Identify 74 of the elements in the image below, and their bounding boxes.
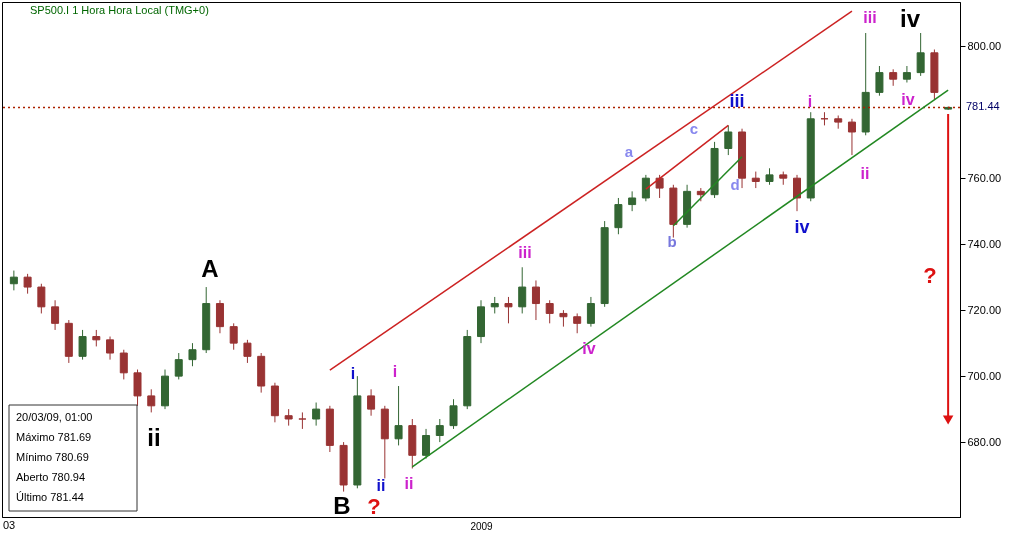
candlestick: [724, 124, 733, 156]
candlestick: [37, 283, 46, 314]
annotation: iii: [518, 244, 532, 261]
candlestick: [586, 296, 595, 328]
candlestick: [243, 339, 252, 364]
candlestick: [655, 174, 664, 199]
y-tick-label: 720.00: [967, 303, 1002, 316]
candlestick: [422, 428, 431, 460]
candlestick: [902, 65, 911, 83]
annotation: Aberto 780.94: [16, 471, 86, 483]
candlestick: [188, 342, 197, 367]
annotation: ?: [367, 494, 381, 519]
annotation: A: [201, 255, 219, 282]
candlestick: [847, 118, 856, 156]
candlestick: [367, 388, 376, 417]
annotation: c: [689, 120, 699, 137]
candlestick: [9, 270, 18, 291]
candlestick: [545, 299, 554, 324]
candlestick: [312, 402, 321, 427]
annotation: Máximo 781.69: [16, 431, 92, 443]
candlestick: [78, 329, 87, 361]
annotation: Mínimo 780.69: [16, 451, 89, 463]
candlestick: [614, 197, 623, 235]
y-tick-label: 740.00: [967, 237, 1002, 250]
annotation: a: [624, 143, 634, 160]
candlestick: [573, 312, 582, 334]
y-tick-label: 800.00: [967, 39, 1002, 52]
text: 03: [3, 519, 16, 531]
candlestick: [298, 411, 307, 430]
annotation: b: [667, 233, 677, 250]
candlestick: [793, 174, 801, 212]
y-tick-label: 760.00: [967, 171, 1002, 184]
candlestick: [449, 398, 458, 430]
candlestick: [133, 369, 142, 407]
annotation: ?: [923, 263, 937, 288]
annotation: iii: [863, 9, 877, 26]
annotation: i: [392, 363, 398, 380]
candlestick: [875, 65, 884, 97]
candlestick: [119, 349, 128, 380]
annotation: d: [730, 176, 740, 193]
ref-line-label: 781.44: [966, 100, 1000, 113]
annotation: iv: [794, 217, 810, 237]
candlestick: [531, 279, 540, 321]
annotation: iv: [899, 5, 921, 32]
candlestick: [51, 299, 60, 331]
annotation: ii: [147, 424, 161, 451]
candlestick: [435, 418, 444, 443]
candlestick: [147, 388, 156, 413]
annotation: ii: [376, 477, 386, 494]
candlestick: [23, 273, 32, 295]
annotation: B: [333, 492, 351, 519]
annotation: i: [807, 93, 813, 110]
candlestick: [641, 174, 650, 202]
candlestick: [215, 299, 224, 334]
chart-title: SP500.I 1 Hora Hora Local (TMG+0): [30, 4, 209, 16]
candlestick: [916, 32, 925, 77]
annotation: iii: [729, 91, 745, 111]
candlestick: [229, 322, 238, 351]
annotation: Último 781.44: [16, 491, 84, 503]
candlestick: [394, 385, 403, 446]
candlestick: [504, 296, 513, 324]
annotation: ii: [404, 475, 414, 492]
annotation: 20/03/09, 01:00: [16, 411, 93, 423]
annotation: ii: [860, 165, 870, 182]
annotation: i: [350, 365, 356, 382]
x-axis-title: 2009: [470, 520, 494, 532]
y-tick-label: 700.00: [967, 369, 1002, 382]
candlestick: [628, 190, 637, 212]
candlestick: [518, 266, 527, 314]
candlestick: [174, 352, 183, 380]
annotation: iv: [582, 340, 596, 357]
candlestick: [106, 336, 115, 361]
y-tick-label: 680.00: [967, 435, 1002, 448]
annotation: iv: [901, 91, 915, 108]
